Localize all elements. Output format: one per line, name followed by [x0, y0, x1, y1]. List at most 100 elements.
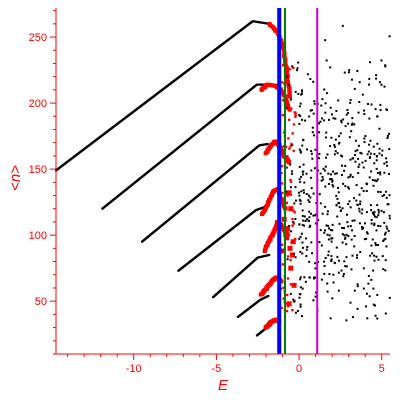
- red-scatter-point: [287, 118, 291, 121]
- cloud-point: [358, 193, 361, 196]
- cloud-point: [357, 144, 360, 147]
- sparse-point: [299, 250, 302, 253]
- red-scatter-point: [280, 243, 284, 247]
- cloud-point: [369, 61, 372, 64]
- cloud-point: [381, 255, 384, 258]
- cloud-point: [336, 255, 339, 258]
- cloud-point: [304, 219, 307, 222]
- red-scatter-point: [294, 115, 297, 118]
- red-scatter-point: [289, 145, 292, 148]
- red-scatter-point: [280, 165, 284, 168]
- cloud-point: [327, 224, 330, 227]
- cloud-point: [336, 215, 339, 218]
- sparse-point: [295, 69, 298, 72]
- cloud-point: [308, 115, 311, 118]
- cloud-point: [377, 211, 380, 214]
- cloud-point: [376, 142, 379, 145]
- cloud-point: [323, 272, 326, 275]
- cloud-point: [356, 283, 359, 286]
- cloud-point: [372, 287, 375, 290]
- cloud-point: [359, 203, 362, 206]
- cloud-point: [330, 237, 333, 240]
- cloud-point: [370, 209, 373, 212]
- cloud-point: [338, 135, 341, 138]
- cloud-point: [334, 172, 337, 175]
- cloud-point: [310, 109, 313, 112]
- cloud-point: [358, 81, 361, 84]
- cloud-point: [385, 157, 388, 160]
- cloud-point: [314, 267, 317, 270]
- cloud-point: [348, 200, 351, 203]
- cloud-point: [344, 125, 347, 128]
- cloud-point: [356, 307, 359, 310]
- cloud-point: [299, 151, 302, 154]
- cloud-point: [367, 274, 370, 277]
- cloud-point: [381, 154, 384, 157]
- cloud-point: [369, 139, 372, 142]
- cloud-point: [384, 259, 387, 262]
- cloud-point: [302, 224, 305, 227]
- cloud-point: [324, 185, 327, 188]
- cloud-point: [354, 139, 357, 142]
- red-square: [290, 239, 296, 245]
- cloud-point: [368, 83, 371, 86]
- cloud-point: [298, 114, 301, 117]
- red-scatter-point: [285, 302, 289, 305]
- cloud-point: [379, 191, 382, 194]
- cloud-point: [299, 181, 302, 184]
- cloud-point: [301, 241, 304, 244]
- red-branch-point: [287, 88, 292, 93]
- cloud-point: [301, 214, 304, 217]
- red-scatter-point: [281, 223, 284, 226]
- sparse-point: [289, 186, 292, 189]
- red-scatter-point: [286, 194, 289, 197]
- red-scatter-point: [285, 207, 288, 210]
- cloud-point: [382, 268, 385, 271]
- cloud-point: [378, 127, 381, 130]
- cloud-point: [309, 109, 312, 112]
- cloud-point: [367, 282, 370, 285]
- cloud-point: [339, 132, 342, 135]
- cloud-point: [321, 175, 324, 178]
- red-scatter-point: [289, 258, 292, 262]
- cloud-point: [340, 119, 343, 122]
- cloud-point: [298, 296, 301, 299]
- cloud-point: [335, 204, 338, 207]
- cloud-point: [326, 92, 329, 95]
- cloud-point: [299, 278, 302, 281]
- cloud-point: [309, 78, 312, 81]
- cloud-point: [322, 178, 325, 181]
- sparse-point: [292, 253, 295, 256]
- cloud-point: [301, 315, 304, 318]
- cloud-point: [301, 170, 304, 173]
- cloud-point: [310, 241, 313, 244]
- sparse-point: [299, 293, 302, 296]
- cloud-point: [388, 296, 391, 299]
- cloud-point: [303, 191, 306, 194]
- cloud-point: [351, 157, 354, 160]
- cloud-point: [323, 231, 326, 234]
- cloud-point: [340, 173, 343, 176]
- cloud-point: [327, 182, 330, 185]
- red-scatter-point: [286, 277, 290, 280]
- cloud-point: [338, 222, 341, 225]
- red-scatter-point: [281, 113, 285, 117]
- cloud-point: [323, 260, 326, 263]
- cloud-point: [366, 232, 369, 235]
- cloud-point: [347, 203, 350, 206]
- cloud-point: [318, 193, 321, 196]
- cloud-point: [356, 69, 359, 72]
- sparse-point: [299, 303, 302, 306]
- cloud-point: [373, 211, 376, 214]
- cloud-point: [345, 256, 348, 259]
- cloud-point: [351, 229, 354, 232]
- cloud-point: [360, 152, 363, 155]
- cloud-point: [370, 218, 373, 221]
- cloud-point: [298, 237, 301, 240]
- cloud-point: [335, 194, 338, 197]
- sparse-point: [299, 286, 302, 289]
- cloud-point: [300, 232, 303, 235]
- red-square: [285, 190, 291, 196]
- cloud-point: [301, 223, 304, 226]
- cloud-point: [349, 225, 352, 228]
